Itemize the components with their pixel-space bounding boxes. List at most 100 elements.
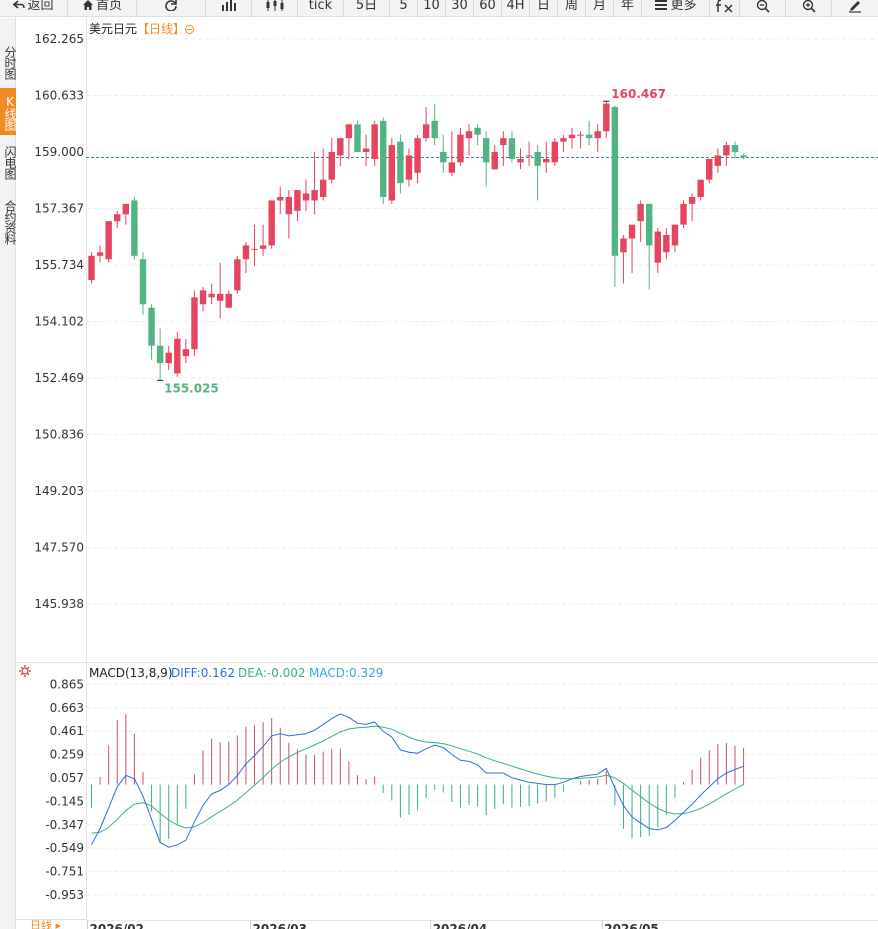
candle-body <box>568 134 576 139</box>
candle <box>294 190 301 222</box>
price-tick-label: 160.633 <box>34 89 84 103</box>
period-year-button[interactable]: 年 <box>614 0 642 17</box>
candlestick-icon <box>266 0 283 11</box>
candle <box>148 304 155 360</box>
back-arrow-icon <box>13 0 26 9</box>
draw-button[interactable] <box>832 0 878 17</box>
candle <box>139 252 147 315</box>
candle <box>414 134 421 184</box>
candle-body <box>517 158 524 163</box>
macd-dea-label: DEA:-0.002 <box>238 666 306 680</box>
candle <box>517 148 524 170</box>
tick-button[interactable]: tick <box>298 0 344 17</box>
candle <box>217 262 224 319</box>
candle <box>122 203 130 225</box>
tab-kline[interactable]: K线图 <box>0 88 17 135</box>
more-button[interactable]: 更多 <box>642 0 710 17</box>
bottom-period-tab[interactable]: 日线 ▸ <box>16 919 86 929</box>
candle <box>311 152 318 215</box>
bar-chart-button[interactable] <box>206 0 252 17</box>
candle-body <box>491 152 498 170</box>
candle-body <box>225 293 232 308</box>
candle-body <box>431 120 438 139</box>
candle-body <box>594 131 601 139</box>
period-10min-button[interactable]: 10 <box>418 0 446 17</box>
dea-line <box>91 725 744 834</box>
candle-body <box>620 238 627 253</box>
period-month-button[interactable]: 月 <box>586 0 614 17</box>
candle-body <box>474 127 481 135</box>
candle <box>440 134 447 173</box>
candle-body <box>337 138 344 156</box>
candle <box>88 252 95 284</box>
candle <box>225 290 232 308</box>
candle <box>697 179 704 201</box>
candle-body <box>328 152 335 180</box>
period-30min-button[interactable]: 30 <box>446 0 474 17</box>
settings-icon[interactable] <box>19 665 31 677</box>
candle-body <box>508 138 516 159</box>
candle <box>422 107 430 142</box>
tab-flash[interactable]: 闪电图 <box>3 146 17 179</box>
candle-body <box>156 345 164 364</box>
period-month-label: 月 <box>592 0 606 13</box>
macd-tick-label: 0.663 <box>50 701 84 715</box>
period-day-button[interactable]: 日 <box>530 0 558 17</box>
candle-body <box>551 141 559 163</box>
tab-contract-info[interactable]: 合约资料 <box>3 199 17 244</box>
candle-body <box>182 349 190 357</box>
collapse-icon[interactable] <box>185 25 194 34</box>
zoom-out-button[interactable] <box>740 0 786 17</box>
candle-body <box>217 293 224 301</box>
home-label: 首页 <box>95 0 122 13</box>
candle <box>628 224 636 274</box>
tick-label: tick <box>308 0 333 13</box>
candle-body <box>585 134 593 139</box>
period-60min-button[interactable]: 60 <box>474 0 502 17</box>
macd-tick-label: -0.953 <box>45 888 84 902</box>
candle-body <box>268 200 275 246</box>
candlestick-button[interactable] <box>252 0 298 17</box>
period-5day-button[interactable]: 5日 <box>344 0 390 17</box>
period-week-button[interactable]: 周 <box>558 0 586 17</box>
candle <box>277 186 284 215</box>
candle-body <box>688 196 696 204</box>
price-tick-label: 155.734 <box>34 258 84 272</box>
macd-tick-label: 0.057 <box>50 771 84 785</box>
candle <box>380 117 387 204</box>
period-4h-button[interactable]: 4H <box>502 0 530 17</box>
candle-body <box>259 245 267 249</box>
zoom-in-button[interactable] <box>786 0 832 17</box>
candle <box>482 131 490 187</box>
candle-body <box>500 138 507 146</box>
candle <box>319 148 327 201</box>
candle-body <box>706 158 713 180</box>
candle-body <box>174 338 181 374</box>
candle-body <box>637 203 644 222</box>
candle <box>688 193 696 222</box>
candle <box>234 255 241 294</box>
candle <box>714 148 722 173</box>
refresh-button[interactable] <box>137 0 206 17</box>
candle-body <box>114 214 121 222</box>
candle-body <box>285 196 293 215</box>
candle-body <box>311 190 318 201</box>
period-5min-button[interactable]: 5 <box>390 0 418 17</box>
fx-button[interactable] <box>710 0 740 17</box>
home-button[interactable]: 首页 <box>68 0 137 17</box>
period-tag: 【日线】 <box>137 22 185 36</box>
candlestick-series <box>88 101 747 381</box>
candle-body <box>543 158 550 163</box>
candle-body <box>482 138 490 163</box>
diff-line <box>91 713 744 848</box>
candle <box>328 138 335 184</box>
price-tick-label: 159.000 <box>34 145 84 159</box>
candle-body <box>440 152 447 163</box>
back-button[interactable]: 返回 <box>0 0 68 17</box>
macd-tick-label: -0.347 <box>45 818 84 832</box>
price-axis: 162.265 160.633 159.000 157.367 155.734 154.1… <box>34 32 84 611</box>
tab-time-sharing[interactable]: 分时图 <box>3 46 17 79</box>
period-5min-label: 5 <box>399 0 408 13</box>
period-60min-label: 60 <box>479 0 496 13</box>
candle <box>543 141 550 173</box>
